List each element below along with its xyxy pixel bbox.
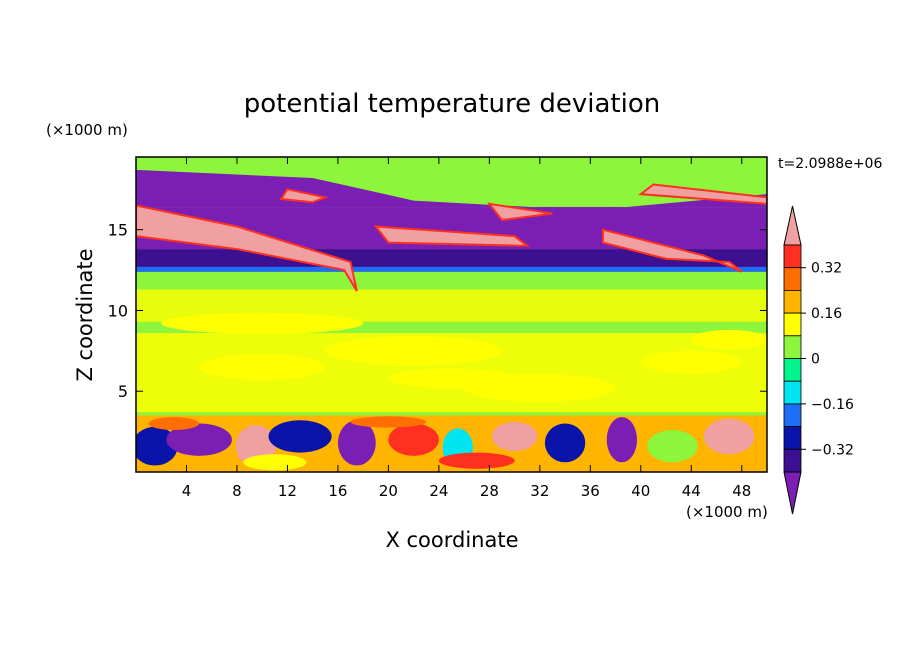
plot-frame xyxy=(135,156,768,473)
field-warm-sheet xyxy=(136,204,358,292)
field-eddy xyxy=(337,420,376,466)
plot-area xyxy=(136,157,767,472)
colorbar-tick-label: −0.32 xyxy=(811,442,854,458)
x-tick-label: 36 xyxy=(581,482,600,500)
colorbar-box xyxy=(783,448,802,473)
x-tick-label: 16 xyxy=(328,482,347,500)
field-eddy xyxy=(388,423,439,456)
x-tick-label: 40 xyxy=(631,482,650,500)
colorbar-max-triangle xyxy=(783,205,802,246)
z-axis: 5 10 15 xyxy=(108,221,767,401)
field-eddy xyxy=(350,416,427,428)
field-shear-edge xyxy=(136,266,767,272)
colorbar-box xyxy=(783,289,802,314)
field-warm-sheet xyxy=(638,183,767,205)
x-tick-label: 20 xyxy=(379,482,398,500)
colorbar-tick-label: 0 xyxy=(811,352,820,368)
field-patch xyxy=(136,333,767,413)
field-warm-sheet xyxy=(373,225,531,247)
colorbar-box xyxy=(783,335,802,359)
colorbar-tick-label: 0.16 xyxy=(811,306,842,322)
field-eddy xyxy=(243,454,307,471)
field-patch xyxy=(136,289,767,322)
colorbar-box xyxy=(783,380,802,405)
z-tick-label: 5 xyxy=(118,382,128,401)
field-eddy xyxy=(268,420,332,453)
colorbar-box xyxy=(783,312,802,337)
colorbar-box xyxy=(783,267,802,291)
z-tick-label: 15 xyxy=(108,221,128,240)
x-tick-label: 4 xyxy=(182,482,192,500)
x-tick-label: 28 xyxy=(480,482,499,500)
field-eddy xyxy=(606,417,638,463)
colorbar-min-triangle xyxy=(783,471,802,515)
field-warm-sheet xyxy=(601,228,743,273)
colorbar-box xyxy=(783,403,802,427)
colorbar-box xyxy=(783,358,802,382)
z-unit-label: (×1000 m) xyxy=(46,121,128,139)
field-eddy xyxy=(544,423,586,463)
x-tick-label: 32 xyxy=(530,482,549,500)
z-tick-label: 10 xyxy=(108,301,128,320)
field-eddy xyxy=(166,423,232,456)
field-eddy xyxy=(148,417,200,430)
field-eddy xyxy=(438,452,515,469)
field-eddy xyxy=(491,421,538,452)
time-label: t=2.0988e+06 xyxy=(778,156,882,172)
colorbar: 0.32 0.16 0 −0.16 −0.32 xyxy=(783,205,854,515)
x-tick-label: 48 xyxy=(732,482,751,500)
field-warm-sheet xyxy=(279,188,329,204)
x-tick-label: 44 xyxy=(682,482,701,500)
x-tick-label: 12 xyxy=(278,482,297,500)
colorbar-tick-label: −0.16 xyxy=(811,397,854,413)
colorbar-box xyxy=(783,426,802,450)
field-top xyxy=(136,157,767,170)
field-eddy xyxy=(647,430,698,463)
x-tick-label: 24 xyxy=(429,482,448,500)
colorbar-tick-label: 0.32 xyxy=(811,261,842,277)
x-axis: 4 8 12 16 20 24 28 32 36 40 44 48 xyxy=(182,157,751,500)
field-eddy xyxy=(703,418,755,455)
field-warm-sheet xyxy=(487,202,553,222)
colorbar-box xyxy=(783,244,802,269)
x-tick-label: 8 xyxy=(232,482,242,500)
z-axis-label: Z coordinate xyxy=(73,248,97,381)
x-unit-label: (×1000 m) xyxy=(686,503,768,521)
chart-title: potential temperature deviation xyxy=(244,89,660,119)
x-axis-label: X coordinate xyxy=(385,528,518,552)
